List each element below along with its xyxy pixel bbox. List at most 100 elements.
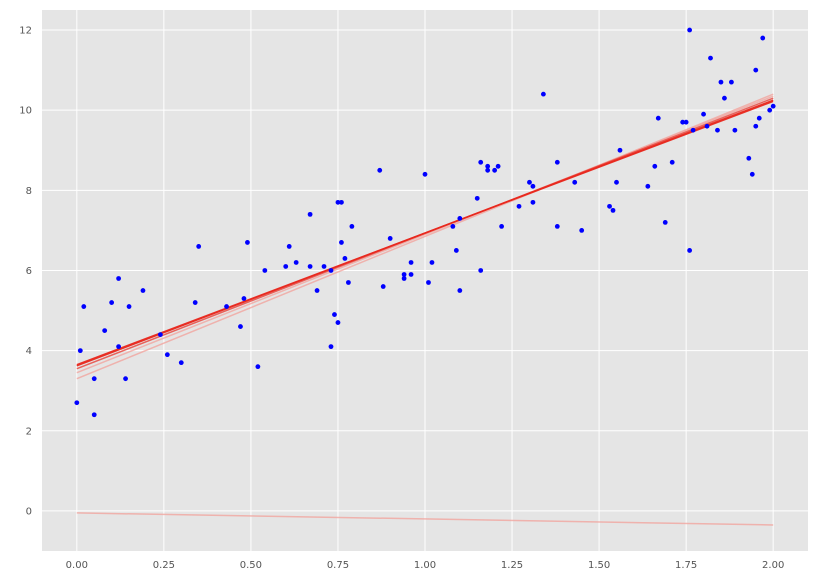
data-point (307, 211, 313, 217)
data-point (126, 304, 132, 309)
data-point (729, 79, 734, 85)
data-point (238, 324, 243, 329)
x-tick-label: 0.75 (327, 560, 349, 571)
data-point (283, 264, 289, 269)
data-point (554, 224, 560, 229)
data-point (328, 268, 334, 273)
data-point (429, 260, 435, 265)
y-tick-label: 8 (26, 186, 32, 197)
x-tick-label: 1.50 (588, 560, 610, 571)
data-point (683, 119, 689, 125)
data-point (401, 276, 407, 281)
data-point (492, 167, 498, 173)
data-point (164, 352, 170, 358)
data-point (314, 288, 320, 293)
data-point (478, 159, 484, 165)
data-point (380, 284, 386, 289)
data-point (756, 115, 762, 121)
data-point (669, 159, 675, 165)
data-point (614, 179, 619, 185)
data-point (286, 244, 292, 249)
data-point (426, 280, 431, 285)
data-point (332, 312, 337, 317)
regression-line (76, 100, 774, 366)
data-point (241, 296, 247, 301)
x-tick-label: 0.50 (240, 560, 262, 571)
data-point (116, 344, 121, 350)
x-tick-label: 2.00 (762, 560, 784, 571)
data-point (255, 364, 261, 370)
data-point (746, 155, 752, 161)
y-tick-label: 4 (26, 346, 32, 357)
data-point (140, 288, 146, 293)
y-axis-tick-labels: 0 2 4 6 8 10 12 (19, 26, 32, 518)
data-point (499, 224, 504, 229)
data-point (109, 300, 115, 305)
data-point (572, 179, 578, 185)
x-tick-label: 0.00 (66, 560, 88, 571)
data-point (732, 127, 738, 133)
data-point (102, 328, 108, 333)
x-tick-label: 0.25 (153, 560, 175, 571)
data-point (116, 276, 121, 281)
data-point (645, 183, 651, 189)
data-point (342, 256, 348, 261)
data-point (293, 260, 299, 265)
y-tick-label: 2 (26, 426, 32, 437)
data-point (339, 199, 344, 205)
data-point (123, 376, 128, 382)
data-point (408, 272, 414, 277)
data-point (422, 171, 428, 177)
data-point (527, 179, 532, 185)
regression-line (76, 512, 774, 526)
data-point (328, 344, 334, 350)
x-tick-label: 1.25 (501, 560, 523, 571)
data-point (157, 332, 163, 337)
data-point (690, 127, 696, 133)
data-point (408, 260, 414, 265)
data-point (554, 159, 560, 165)
data-point (346, 280, 351, 285)
data-point (770, 103, 776, 109)
data-point (387, 236, 393, 241)
data-point (530, 199, 536, 205)
data-point (474, 195, 480, 201)
data-point (495, 163, 501, 169)
data-point (655, 115, 661, 121)
data-point (74, 400, 80, 406)
data-point (91, 376, 97, 382)
data-point (453, 248, 459, 253)
data-point (178, 360, 184, 366)
regression-line (76, 95, 774, 374)
data-point (245, 240, 250, 245)
data-point (530, 183, 536, 189)
data-point (760, 35, 766, 41)
data-point (617, 147, 623, 153)
regression-lines (76, 93, 774, 526)
data-point (192, 300, 198, 305)
data-point (715, 127, 720, 133)
data-point (457, 215, 463, 221)
data-point (478, 268, 484, 273)
data-point (662, 219, 668, 225)
data-point (753, 67, 759, 73)
data-point (377, 167, 383, 173)
data-point (610, 207, 616, 213)
data-point (91, 412, 97, 418)
data-point (753, 123, 759, 129)
data-point (339, 240, 344, 245)
y-tick-label: 10 (19, 106, 32, 117)
data-point (579, 228, 585, 233)
data-point (652, 163, 658, 169)
data-point (77, 348, 83, 354)
data-point (701, 111, 706, 117)
x-tick-label: 1.00 (414, 560, 436, 571)
data-point (708, 55, 713, 61)
data-point (722, 95, 727, 101)
data-point (401, 272, 407, 277)
data-point (704, 123, 710, 129)
y-tick-label: 6 (26, 266, 32, 277)
data-point (450, 224, 456, 229)
data-point (321, 264, 327, 269)
data-point (607, 203, 612, 209)
